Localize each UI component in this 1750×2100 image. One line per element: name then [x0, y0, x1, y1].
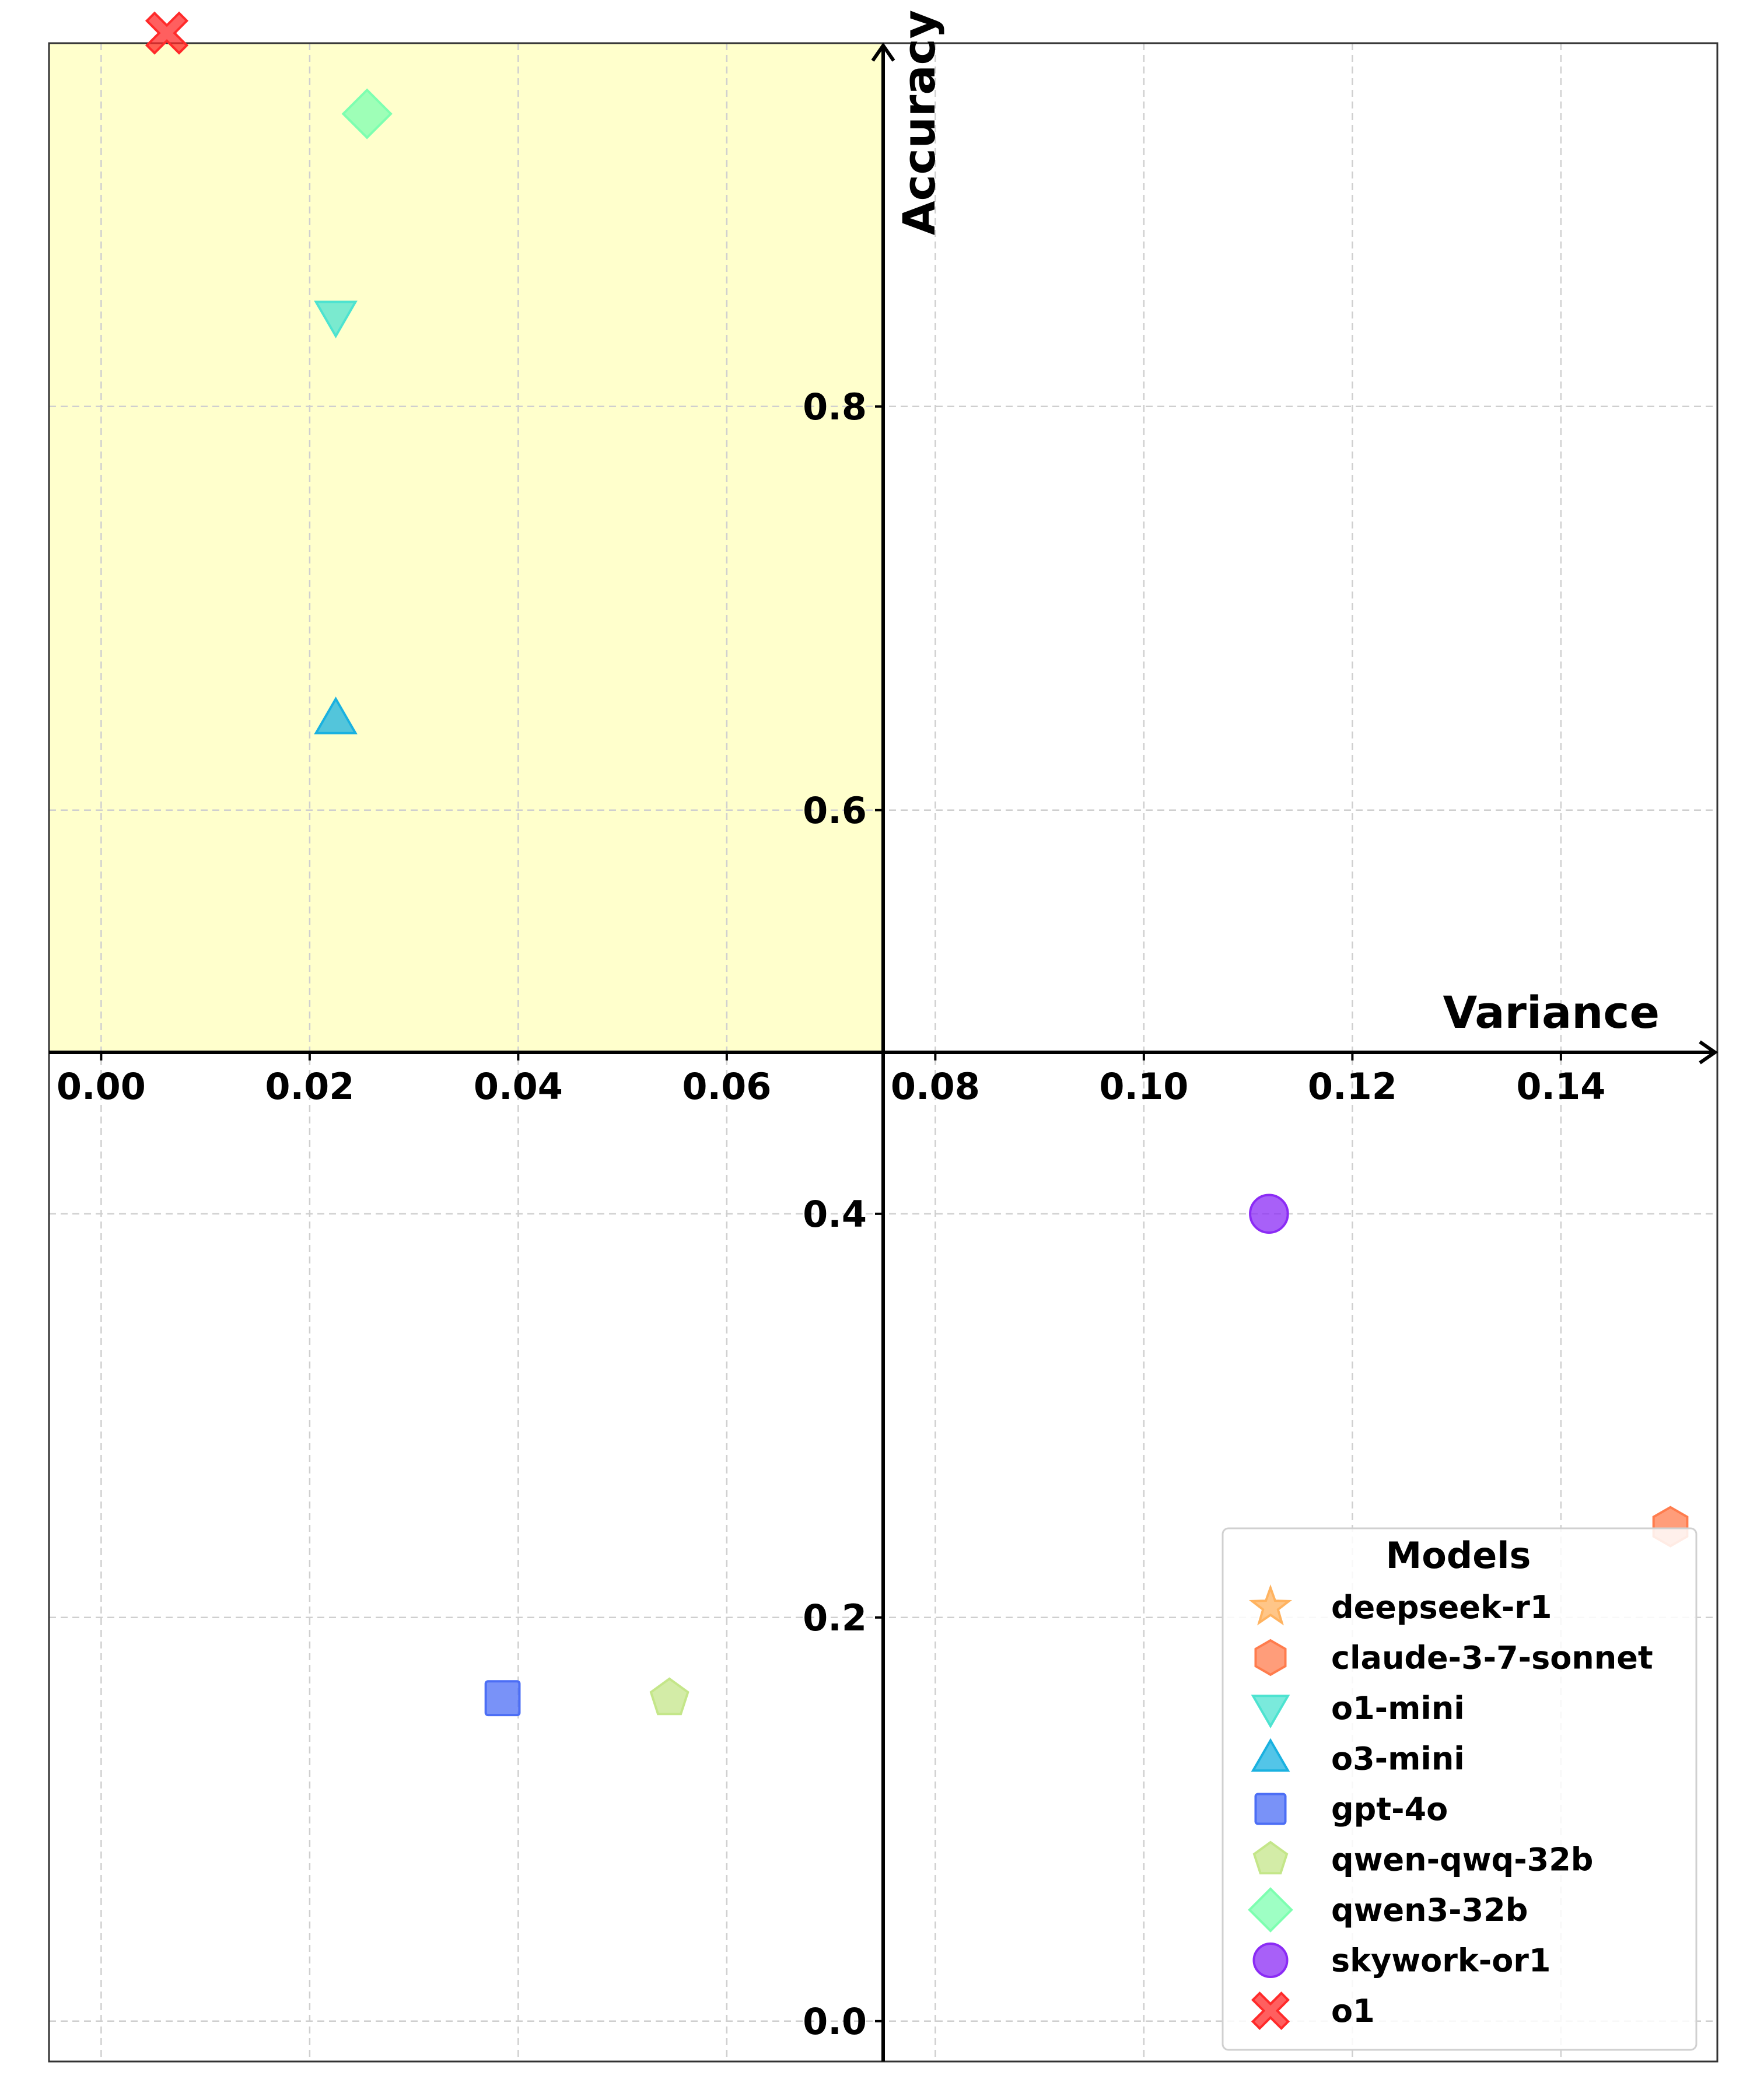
- data-point-o1-mini: [314, 300, 358, 339]
- x-tick-label: 0.10: [1099, 1065, 1188, 1108]
- legend-label-skywork-or1: skywork-or1: [1331, 1943, 1551, 1979]
- legend-label-qwen-qwq-32b: qwen-qwq-32b: [1331, 1842, 1593, 1878]
- y-tick-label: 0.8: [803, 386, 867, 428]
- x-tick-label: 0.08: [891, 1065, 980, 1108]
- data-point-qwen-qwq-32b: [649, 1677, 690, 1716]
- legend-label-o3-mini: o3-mini: [1331, 1741, 1465, 1777]
- data-point-qwen3-32b: [341, 88, 393, 139]
- legend-marker-qwen3-32b: [1248, 1887, 1293, 1933]
- legend: Models deepseek-r1 claude-3-7-sonnet o1-min…: [1222, 1527, 1698, 2051]
- legend-marker-o1: [1251, 1991, 1290, 2031]
- y-axis-arrow: [871, 42, 895, 62]
- legend-label-gpt-4o: gpt-4o: [1331, 1791, 1448, 1828]
- x-marker-shape: [145, 11, 189, 55]
- legend-label-o1-mini: o1-mini: [1331, 1690, 1465, 1727]
- x-tick-label: 0.02: [265, 1065, 354, 1108]
- legend-marker-o3-mini: [1251, 1738, 1290, 1772]
- legend-box: [1222, 1527, 1698, 2051]
- x-tick-label: 0.04: [474, 1065, 563, 1108]
- y-axis-label: Accuracy: [893, 10, 945, 235]
- legend-marker-gpt-4o: [1254, 1793, 1287, 1825]
- x-axis-arrow: [1699, 1040, 1718, 1065]
- highlight-region: [49, 43, 883, 1052]
- data-point-o3-mini: [314, 696, 358, 734]
- legend-marker-skywork-or1: [1252, 1943, 1289, 1978]
- y-tick-label: 0.6: [803, 789, 867, 832]
- legend-label-qwen3-32b: qwen3-32b: [1331, 1892, 1528, 1929]
- x-tick-label: 0.00: [57, 1065, 146, 1108]
- legend-label-claude-3-7-sonnet: claude-3-7-sonnet: [1331, 1640, 1653, 1676]
- data-point-gpt-4o: [484, 1680, 521, 1717]
- data-point-skywork-or1: [1249, 1194, 1289, 1234]
- x-tick-label: 0.12: [1308, 1065, 1397, 1108]
- legend-label-o1: o1: [1331, 1993, 1375, 2029]
- legend-label-deepseek-r1: deepseek-r1: [1331, 1589, 1552, 1626]
- legend-marker-qwen-qwq-32b: [1252, 1840, 1289, 1875]
- legend-marker-claude-3-7-sonnet: [1254, 1639, 1287, 1676]
- x-tick-label: 0.06: [682, 1065, 771, 1108]
- y-tick-label: 0.0: [803, 2000, 867, 2043]
- legend-marker-deepseek-r1: [1248, 1584, 1293, 1626]
- x-marker-shape: [1251, 1991, 1290, 2031]
- x-axis-label: Variance: [1443, 986, 1660, 1038]
- y-tick-label: 0.2: [803, 1597, 867, 1639]
- legend-title: Models: [1386, 1534, 1531, 1577]
- x-tick-label: 0.14: [1516, 1065, 1605, 1108]
- legend-marker-o1-mini: [1251, 1695, 1290, 1728]
- data-point-o1: [145, 11, 189, 55]
- y-tick-label: 0.4: [803, 1193, 867, 1236]
